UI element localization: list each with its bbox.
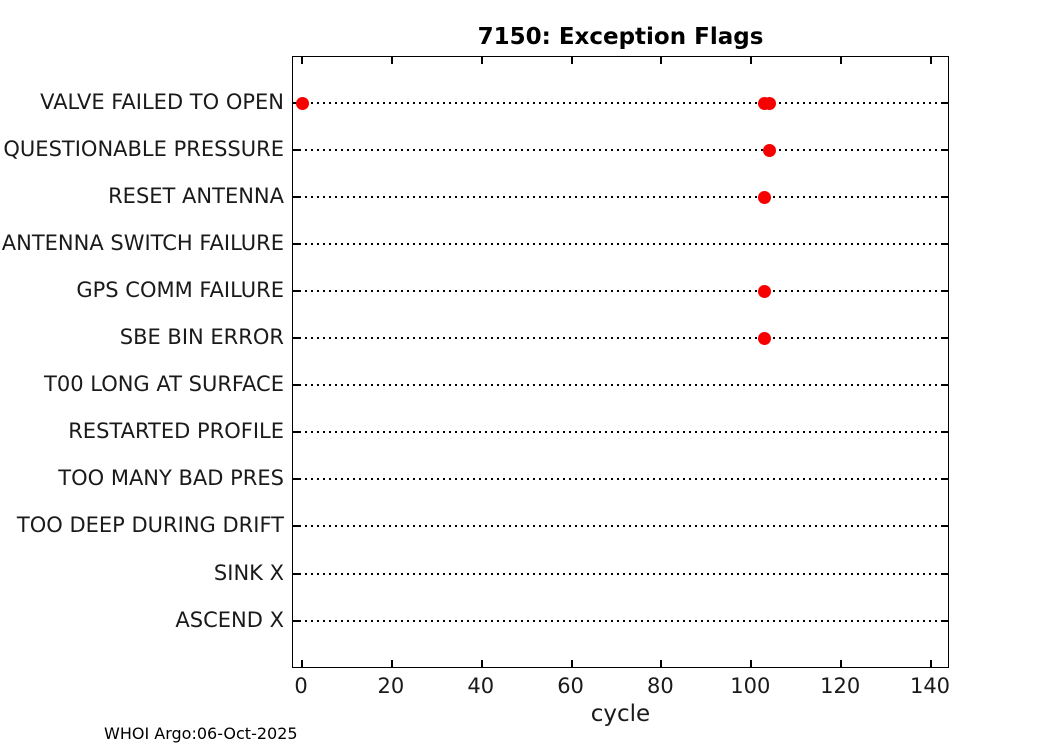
x-tick-bottom — [840, 660, 843, 667]
y-tick-right — [941, 337, 948, 340]
x-tick-top — [750, 57, 753, 64]
y-axis-label: ANTENNA SWITCH FAILURE — [1, 231, 284, 256]
data-point — [758, 190, 772, 204]
y-axis-label: RESTARTED PROFILE — [68, 419, 284, 444]
x-tick-label: 40 — [467, 674, 495, 698]
x-tick-label: 0 — [294, 674, 308, 698]
y-tick-right — [941, 290, 948, 293]
y-tick-right — [941, 525, 948, 528]
y-axis-label: GPS COMM FAILURE — [76, 278, 284, 303]
data-point — [758, 331, 772, 345]
y-tick-right — [941, 243, 948, 246]
x-tick-bottom — [750, 660, 753, 667]
x-tick-label: 20 — [377, 674, 405, 698]
y-tick-left — [293, 619, 300, 622]
row-dotted-line — [293, 290, 948, 293]
y-tick-left — [293, 337, 300, 340]
y-axis-label: T00 LONG AT SURFACE — [44, 372, 284, 397]
data-point — [762, 96, 776, 110]
row-dotted-line — [293, 196, 948, 199]
y-tick-left — [293, 572, 300, 575]
x-axis-title: cycle — [590, 701, 651, 727]
x-tick-top — [570, 57, 573, 64]
data-point — [762, 143, 776, 157]
y-tick-right — [941, 431, 948, 434]
x-tick-label: 140 — [909, 674, 951, 698]
row-dotted-line — [293, 384, 948, 387]
y-tick-right — [941, 478, 948, 481]
row-dotted-line — [293, 431, 948, 434]
y-tick-left — [293, 243, 300, 246]
x-tick-top — [930, 57, 932, 64]
y-axis-label: SINK X — [213, 560, 284, 585]
data-point — [758, 284, 772, 298]
y-tick-left — [293, 431, 300, 434]
chart-title: 7150: Exception Flags — [477, 24, 764, 50]
x-tick-bottom — [930, 660, 932, 667]
row-dotted-line — [293, 619, 948, 622]
y-tick-right — [941, 149, 948, 152]
x-tick-bottom — [390, 660, 393, 667]
x-tick-top — [660, 57, 663, 64]
y-axis-label: RESET ANTENNA — [108, 184, 284, 209]
x-tick-label: 60 — [557, 674, 584, 698]
y-axis-label: TOO DEEP DURING DRIFT — [16, 513, 284, 538]
x-tick-label: 80 — [647, 674, 674, 698]
y-tick-right — [941, 196, 948, 199]
x-tick-bottom — [301, 660, 303, 667]
x-tick-label: 120 — [820, 674, 861, 698]
y-axis-label: ASCEND X — [175, 607, 284, 632]
row-dotted-line — [293, 102, 948, 104]
y-tick-left — [293, 384, 300, 387]
y-tick-left — [293, 290, 300, 293]
x-tick-top — [480, 57, 483, 64]
y-tick-left — [293, 478, 300, 481]
row-dotted-line — [293, 149, 948, 152]
y-tick-left — [293, 196, 300, 199]
y-tick-right — [941, 384, 948, 387]
row-dotted-line — [293, 525, 948, 528]
y-tick-right — [941, 619, 948, 622]
y-axis-label: SBE BIN ERROR — [119, 325, 284, 350]
x-tick-top — [301, 57, 303, 64]
y-tick-right — [941, 572, 948, 575]
data-point — [295, 96, 309, 110]
y-axis-label: QUESTIONABLE PRESSURE — [3, 137, 284, 162]
x-tick-top — [390, 57, 393, 64]
plot-area — [292, 56, 949, 668]
x-tick-bottom — [480, 660, 483, 667]
row-dotted-line — [293, 243, 948, 246]
x-tick-bottom — [570, 660, 573, 667]
x-tick-bottom — [660, 660, 663, 667]
row-dotted-line — [293, 337, 948, 340]
x-tick-top — [840, 57, 843, 64]
y-tick-right — [941, 102, 948, 104]
y-axis-label: TOO MANY BAD PRES — [58, 466, 284, 491]
row-dotted-line — [293, 572, 948, 575]
y-tick-left — [293, 149, 300, 152]
footer-credit: WHOI Argo:06-Oct-2025 — [104, 724, 298, 743]
y-axis-label: VALVE FAILED TO OPEN — [40, 90, 284, 114]
x-tick-label: 100 — [730, 674, 771, 698]
row-dotted-line — [293, 478, 948, 481]
y-tick-left — [293, 525, 300, 528]
